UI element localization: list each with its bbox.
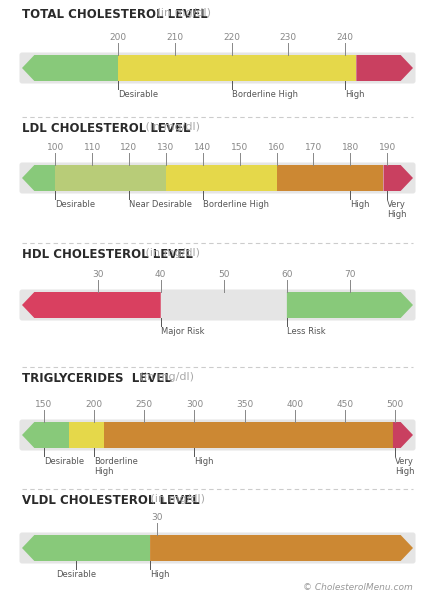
Text: Desirable: Desirable	[118, 90, 158, 99]
Text: (in mg/dl): (in mg/dl)	[136, 372, 194, 382]
FancyBboxPatch shape	[20, 52, 414, 83]
Text: (in mg/dl): (in mg/dl)	[141, 248, 199, 258]
Text: Major Risk: Major Risk	[161, 327, 204, 336]
Text: 400: 400	[286, 400, 302, 409]
Polygon shape	[165, 165, 276, 191]
Text: 100: 100	[46, 143, 64, 152]
Polygon shape	[22, 165, 55, 191]
Text: 160: 160	[267, 143, 285, 152]
Text: 200: 200	[109, 33, 127, 42]
Text: 50: 50	[217, 270, 229, 279]
Text: VLDL CHOLESTEROL LEVEL: VLDL CHOLESTEROL LEVEL	[22, 494, 199, 507]
Text: 300: 300	[185, 400, 203, 409]
Text: 180: 180	[341, 143, 358, 152]
Polygon shape	[22, 55, 118, 81]
Polygon shape	[118, 55, 355, 81]
Text: 150: 150	[35, 400, 53, 409]
Text: Very
High: Very High	[386, 200, 406, 220]
Text: High: High	[344, 90, 364, 99]
Polygon shape	[69, 422, 104, 448]
Text: High: High	[349, 200, 369, 209]
FancyBboxPatch shape	[20, 163, 414, 193]
Text: 210: 210	[166, 33, 183, 42]
Text: 250: 250	[135, 400, 152, 409]
Polygon shape	[150, 535, 412, 561]
Text: 40: 40	[155, 270, 166, 279]
Text: Borderline High: Borderline High	[202, 200, 268, 209]
Text: High: High	[194, 457, 214, 466]
Text: LDL CHOLESTEROL LEVEL: LDL CHOLESTEROL LEVEL	[22, 122, 190, 135]
Text: 190: 190	[378, 143, 395, 152]
Polygon shape	[355, 55, 412, 81]
Text: Borderline High: Borderline High	[231, 90, 297, 99]
Text: 220: 220	[223, 33, 240, 42]
FancyBboxPatch shape	[20, 533, 414, 563]
Text: Near Desirable: Near Desirable	[128, 200, 191, 209]
Text: (in mg/dl): (in mg/dl)	[153, 8, 210, 18]
Text: 200: 200	[85, 400, 102, 409]
Text: 230: 230	[279, 33, 296, 42]
Polygon shape	[286, 292, 412, 318]
Text: 500: 500	[385, 400, 403, 409]
Text: 130: 130	[157, 143, 174, 152]
Text: Borderline
High: Borderline High	[94, 457, 138, 476]
Text: Very
High: Very High	[394, 457, 414, 476]
Polygon shape	[392, 422, 412, 448]
Text: TOTAL CHOLESTEROL LEVEL: TOTAL CHOLESTEROL LEVEL	[22, 8, 207, 21]
Text: 120: 120	[120, 143, 137, 152]
Text: © CholesterolMenu.com: © CholesterolMenu.com	[302, 583, 412, 592]
Polygon shape	[55, 165, 165, 191]
Text: 350: 350	[235, 400, 253, 409]
Text: 60: 60	[280, 270, 292, 279]
Text: 240: 240	[336, 33, 353, 42]
Text: 110: 110	[83, 143, 101, 152]
Text: 450: 450	[335, 400, 352, 409]
Text: Desirable: Desirable	[56, 570, 96, 579]
Polygon shape	[383, 165, 412, 191]
Text: 170: 170	[304, 143, 321, 152]
Text: (in mg/dl): (in mg/dl)	[141, 122, 199, 132]
Text: 30: 30	[151, 513, 162, 522]
Polygon shape	[22, 292, 161, 318]
Polygon shape	[276, 165, 383, 191]
Text: 30: 30	[92, 270, 103, 279]
Text: TRIGLYCERIDES  LEVEL: TRIGLYCERIDES LEVEL	[22, 372, 171, 385]
Polygon shape	[22, 422, 69, 448]
Text: 150: 150	[230, 143, 248, 152]
Text: Desirable: Desirable	[55, 200, 95, 209]
FancyBboxPatch shape	[20, 419, 414, 451]
Text: Less Risk: Less Risk	[286, 327, 325, 336]
FancyBboxPatch shape	[20, 289, 414, 320]
Text: (in mg/dl): (in mg/dl)	[147, 494, 205, 504]
Polygon shape	[104, 422, 392, 448]
Polygon shape	[22, 535, 150, 561]
Text: 140: 140	[194, 143, 211, 152]
Text: 70: 70	[343, 270, 355, 279]
Text: Desirable: Desirable	[44, 457, 84, 466]
Text: High: High	[150, 570, 169, 579]
Text: HDL CHOLESTEROL LEVEL: HDL CHOLESTEROL LEVEL	[22, 248, 192, 261]
